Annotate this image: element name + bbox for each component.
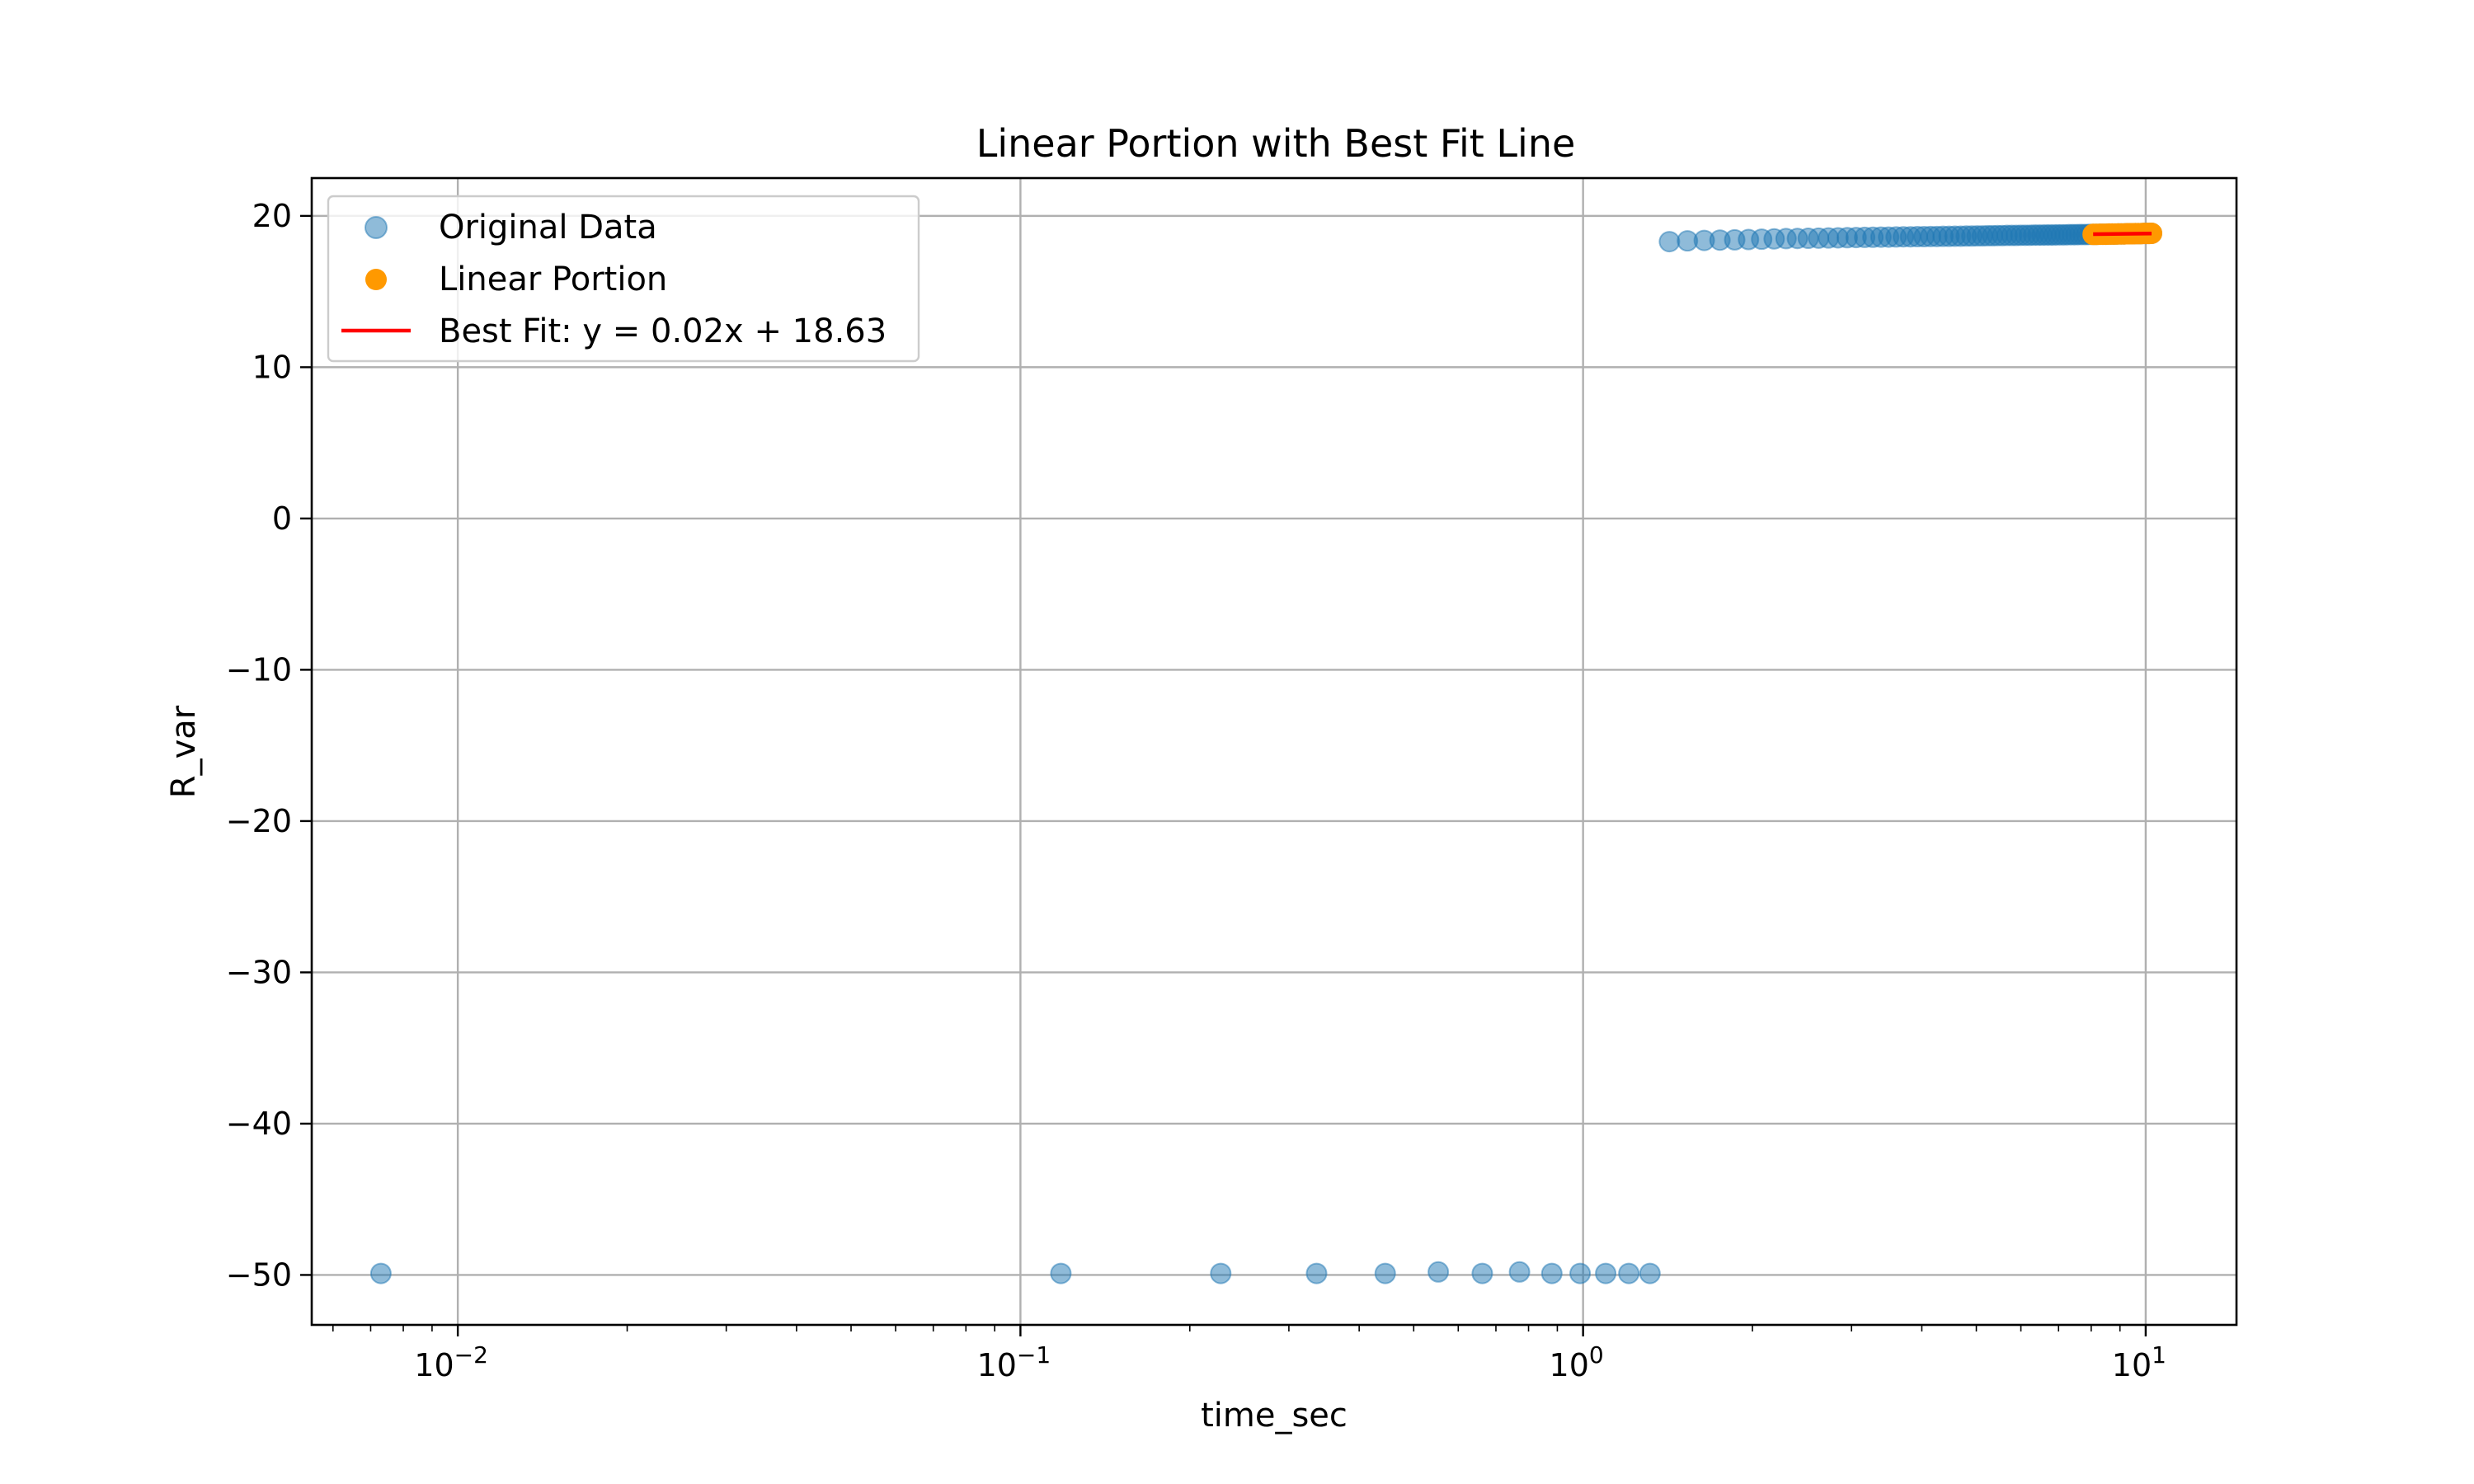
original-data-point: [1658, 231, 1681, 253]
original-data-point: [1595, 1262, 1617, 1284]
chart-title: Linear Portion with Best Fit Line: [976, 121, 1576, 166]
x-tick-label: 100: [1550, 1341, 1604, 1383]
y-tick-label: 0: [272, 500, 292, 537]
original-data-point: [1618, 1262, 1640, 1284]
y-tick-label: −20: [226, 803, 292, 839]
original-data-point: [1210, 1262, 1232, 1284]
original-data-point: [1050, 1262, 1072, 1284]
y-tick-label: 20: [252, 198, 292, 234]
best-fit-line: [2093, 232, 2152, 237]
y-tick-label: 10: [252, 349, 292, 385]
original-data-point: [1508, 1261, 1531, 1283]
legend-marker-original-data: [365, 216, 388, 239]
original-data-point: [369, 1262, 392, 1284]
y-tick-label: −30: [226, 954, 292, 990]
plot-area-series: [369, 222, 2162, 1284]
legend-frame: [327, 195, 920, 363]
original-data-point: [1569, 1262, 1592, 1284]
original-data-point: [1540, 1262, 1563, 1284]
original-data-point: [1305, 1262, 1328, 1284]
x-axis-label: time_sec: [1201, 1397, 1348, 1435]
original-data-point: [1374, 1262, 1396, 1284]
grid-lines: [312, 178, 2236, 1325]
axes-frame: [310, 176, 2238, 1327]
legend-label-linear-portion: Linear Portion: [439, 261, 667, 298]
y-tick-label: −40: [226, 1106, 292, 1142]
x-tick-label: 10−2: [414, 1341, 488, 1383]
original-data-point: [1471, 1262, 1493, 1284]
y-tick-label: −10: [226, 651, 292, 688]
legend-label-original-data: Original Data: [439, 209, 657, 247]
legend-marker-linear-portion: [365, 269, 387, 290]
x-tick-label: 101: [2112, 1341, 2166, 1383]
original-data-point: [1427, 1261, 1450, 1283]
y-axis-label: R_var: [165, 705, 203, 798]
legend-label-best-fit: Best Fit: y = 0.02x + 18.63: [439, 312, 887, 350]
original-data-point: [1639, 1262, 1661, 1284]
x-tick-label: 10−1: [977, 1341, 1051, 1383]
y-tick-label: −50: [226, 1256, 292, 1293]
legend: Original Data Linear Portion Best Fit: y…: [327, 195, 920, 363]
